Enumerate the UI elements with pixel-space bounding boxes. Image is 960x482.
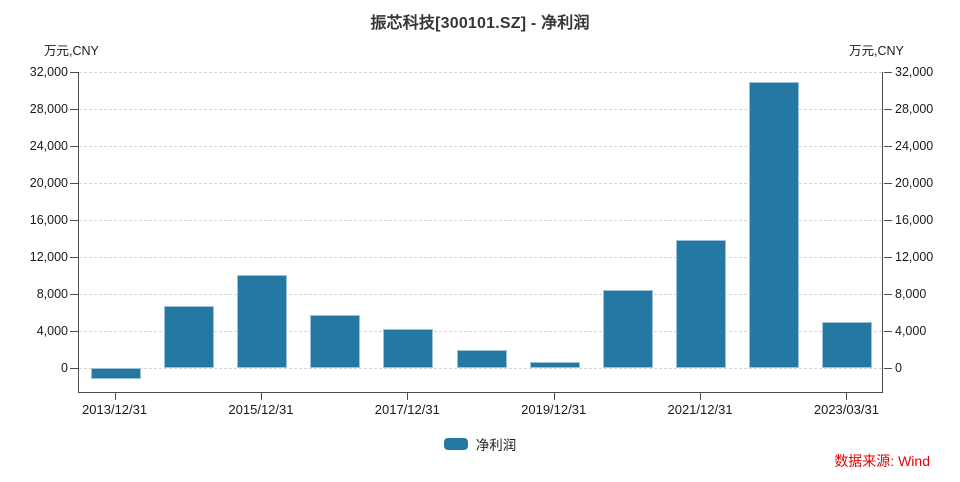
y-axis-label-left: 32,000	[29, 65, 68, 79]
x-axis-label: 2021/12/31	[667, 402, 733, 417]
bar-2018-12-31[interactable]	[456, 349, 507, 369]
legend-label: 净利润	[475, 438, 517, 453]
bar-2021-12-31[interactable]	[676, 240, 727, 369]
y-axis-tick-right	[884, 294, 892, 296]
x-axis-tick	[553, 393, 555, 400]
x-axis-label: 2019/12/31	[521, 402, 587, 417]
x-axis-tick	[407, 393, 409, 400]
x-axis-tick	[700, 393, 702, 400]
bar-2014-12-31[interactable]	[163, 306, 214, 368]
gridline	[79, 183, 882, 184]
x-axis-tick	[260, 393, 262, 400]
y-axis-tick-left	[70, 146, 78, 147]
chart-title: 振芯科技[300101.SZ] - 净利润	[370, 15, 590, 32]
y-axis-label-right: 8,000	[895, 287, 927, 302]
bar-2020-12-31[interactable]	[602, 290, 653, 369]
y-axis-tick-right	[884, 146, 892, 147]
gridline	[79, 220, 882, 221]
gridline	[79, 146, 882, 147]
bar-2019-12-31[interactable]	[529, 362, 580, 369]
y-axis-tick-right	[884, 72, 892, 73]
y-axis-tick-left	[70, 257, 78, 258]
y-axis-label-left: 8,000	[36, 287, 68, 302]
y-axis-label-right: 12,000	[895, 250, 934, 264]
y-axis-tick-right	[884, 368, 892, 370]
gridline	[79, 331, 882, 333]
y-axis-tick-left	[70, 220, 78, 221]
y-axis-label-right: 0	[895, 361, 902, 376]
y-axis-tick-right	[884, 257, 892, 258]
y-axis-label-right: 4,000	[895, 324, 927, 339]
gridline	[79, 109, 882, 110]
bar-2022-12-31[interactable]	[749, 82, 800, 369]
y-axis-tick-left	[70, 109, 78, 110]
x-axis-label: 2023/03/31	[813, 402, 879, 417]
bar-2023-03-31[interactable]	[822, 321, 873, 369]
gridline	[79, 368, 882, 370]
plot-area	[78, 72, 883, 393]
y-axis-tick-left	[70, 72, 78, 73]
y-axis-label-left: 28,000	[29, 102, 68, 116]
y-axis-label-right: 16,000	[895, 213, 934, 227]
y-axis-label-left: 4,000	[36, 324, 68, 339]
gridline	[79, 294, 882, 296]
y-axis-label-right: 32,000	[895, 65, 934, 79]
y-axis-tick-right	[884, 331, 892, 333]
y-axis-label-left: 12,000	[29, 250, 68, 264]
y-axis-unit-right: 万元,CNY	[849, 44, 904, 58]
bar-2013-12-31[interactable]	[90, 368, 141, 380]
y-axis-label-left: 16,000	[29, 213, 68, 227]
y-axis-tick-left	[70, 294, 78, 296]
y-axis-label-right: 24,000	[895, 139, 934, 153]
data-source-label: 数据来源: Wind	[834, 453, 930, 469]
bar-2016-12-31[interactable]	[310, 315, 361, 368]
y-axis-label-right: 28,000	[895, 102, 934, 116]
chart-legend: 净利润	[0, 434, 960, 454]
bar-2017-12-31[interactable]	[383, 329, 434, 368]
y-axis-label-left: 24,000	[29, 139, 68, 153]
y-axis-label-left: 0	[61, 361, 68, 376]
y-axis-tick-left	[70, 368, 78, 370]
x-axis-label: 2015/12/31	[228, 402, 294, 417]
legend-item-net-profit[interactable]: 净利润	[443, 434, 517, 454]
y-axis-label-right: 20,000	[895, 176, 934, 190]
y-axis-tick-right	[884, 109, 892, 110]
bar-2015-12-31[interactable]	[236, 274, 287, 368]
x-axis-label: 2017/12/31	[374, 402, 440, 417]
y-axis-tick-right	[884, 183, 892, 184]
x-axis-tick	[846, 393, 848, 400]
legend-swatch	[443, 438, 468, 450]
gridline	[79, 257, 882, 258]
x-axis-tick	[114, 393, 116, 400]
gridline	[79, 72, 882, 73]
y-axis-label-left: 20,000	[29, 176, 68, 190]
y-axis-tick-left	[70, 183, 78, 184]
x-axis-label: 2013/12/31	[82, 402, 148, 417]
y-axis-tick-right	[884, 220, 892, 221]
y-axis-tick-left	[70, 331, 78, 333]
y-axis-unit-left: 万元,CNY	[44, 44, 99, 58]
